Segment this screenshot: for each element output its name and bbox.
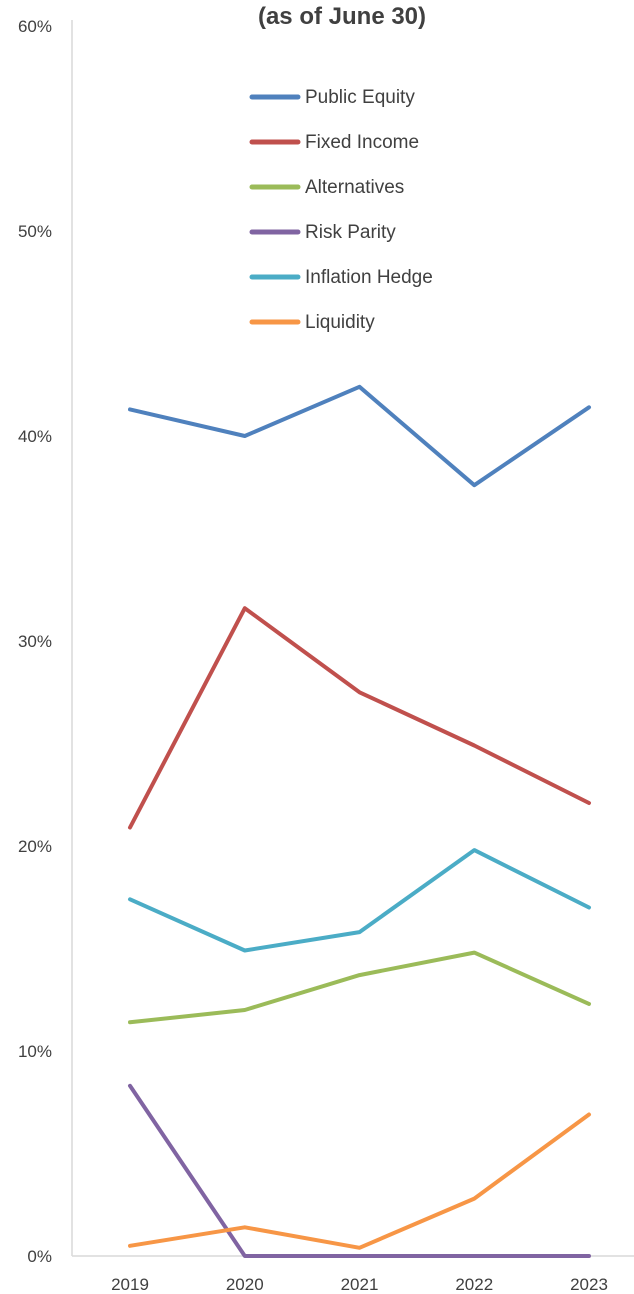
x-tick-label: 2020	[226, 1275, 264, 1294]
legend-label: Liquidity	[305, 312, 375, 333]
y-tick-label: 0%	[27, 1247, 52, 1266]
series-line-inflation-hedge	[128, 848, 591, 953]
series-line-fixed-income	[128, 606, 591, 830]
x-tick-label: 2022	[455, 1275, 493, 1294]
legend-label: Risk Parity	[305, 222, 396, 243]
series-lines	[128, 384, 591, 1258]
series-line-risk-parity	[128, 1083, 591, 1258]
legend-label: Inflation Hedge	[305, 267, 433, 288]
legend: Public Equity Fixed Income Alternatives Ris…	[249, 87, 433, 333]
series-line-liquidity	[128, 1112, 591, 1250]
y-tick-label: 30%	[18, 632, 52, 651]
chart-title: (as of June 30)	[258, 3, 426, 30]
legend-label: Public Equity	[305, 87, 415, 108]
x-tick-label: 2019	[111, 1275, 149, 1294]
x-tick-label: 2021	[341, 1275, 379, 1294]
legend-label: Fixed Income	[305, 132, 419, 153]
series-line-public-equity	[128, 384, 591, 488]
x-tick-label: 2023	[570, 1275, 608, 1294]
y-tick-label: 60%	[18, 17, 52, 36]
y-tick-label: 20%	[18, 837, 52, 856]
legend-label: Alternatives	[305, 177, 404, 198]
y-axis-ticks: 0% 10% 20% 30% 40% 50% 60%	[18, 17, 52, 1266]
y-tick-label: 10%	[18, 1042, 52, 1061]
y-tick-label: 50%	[18, 222, 52, 241]
y-tick-label: 40%	[18, 427, 52, 446]
series-line-alternatives	[128, 950, 591, 1025]
x-axis-ticks: 2019 2020 2021 2022 2023	[111, 1275, 608, 1294]
